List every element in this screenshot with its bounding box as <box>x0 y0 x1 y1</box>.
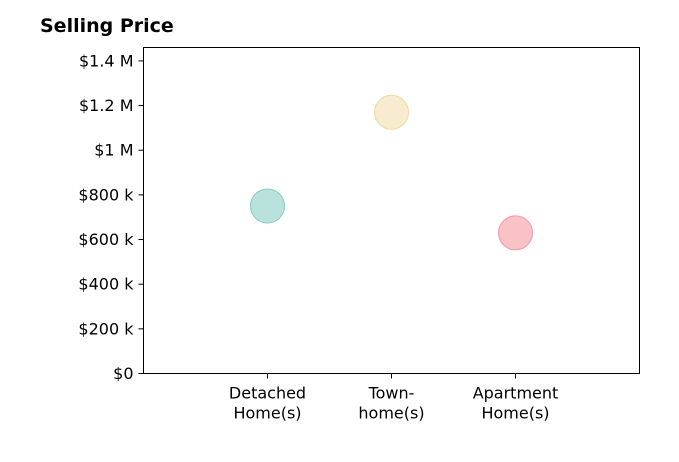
x-tick-label: Detached Home(s) <box>229 384 306 423</box>
data-point <box>250 188 285 224</box>
x-tick-label: Apartment Home(s) <box>473 384 559 423</box>
y-axis: $0 $200 k $400 k $600 k $800 k $1 M $1.2 M $1.4… <box>78 51 144 383</box>
x-axis: Detached Home(s) Town-home(s) Apartment Home… <box>229 373 559 423</box>
y-tick-label: $1 M <box>94 141 133 160</box>
y-tick-label: $0 <box>113 364 133 383</box>
y-tick-label: $1.4 M <box>79 51 134 70</box>
data-point <box>374 94 409 130</box>
y-tick-label: $200 k <box>78 319 134 338</box>
y-tick-label: $400 k <box>78 275 134 294</box>
data-point <box>498 215 533 251</box>
y-tick-label: $600 k <box>78 230 134 249</box>
x-tick-label: Town-home(s) <box>358 384 424 423</box>
y-tick-label: $800 k <box>78 185 134 204</box>
y-tick-label: $1.2 M <box>79 96 134 115</box>
data-points <box>250 94 533 251</box>
chart-title: Selling Price <box>40 15 174 37</box>
